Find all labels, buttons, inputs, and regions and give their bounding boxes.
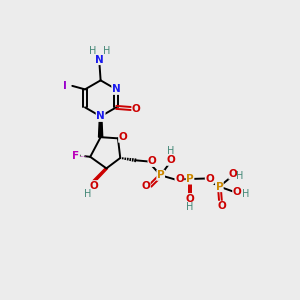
Text: N: N [112,84,121,94]
Text: O: O [175,175,184,184]
Text: O: O [141,181,150,191]
Text: N: N [95,55,104,64]
Polygon shape [92,168,108,182]
Polygon shape [98,116,103,137]
Text: O: O [233,187,242,197]
Text: H: H [89,46,96,56]
Text: I: I [63,81,67,91]
Text: H: H [103,46,110,56]
Text: O: O [132,103,141,113]
Text: P: P [215,182,223,192]
Text: O: O [167,155,176,165]
Text: O: O [217,201,226,211]
Text: O: O [148,156,157,167]
Text: O: O [186,194,194,204]
Text: H: H [167,146,175,157]
Text: H: H [236,171,244,181]
Text: O: O [119,132,128,142]
Text: N: N [96,111,105,122]
Text: ...: ... [80,150,87,159]
Text: H: H [186,202,194,212]
Text: O: O [229,169,238,179]
Text: P: P [157,170,164,180]
Text: F: F [72,151,79,161]
Text: O: O [205,173,214,184]
Text: P: P [186,174,194,184]
Text: H: H [242,188,249,199]
Text: O: O [89,181,98,191]
Text: H: H [83,189,91,199]
